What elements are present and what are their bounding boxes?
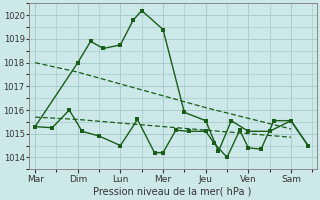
X-axis label: Pression niveau de la mer( hPa ): Pression niveau de la mer( hPa ) [93,187,252,197]
